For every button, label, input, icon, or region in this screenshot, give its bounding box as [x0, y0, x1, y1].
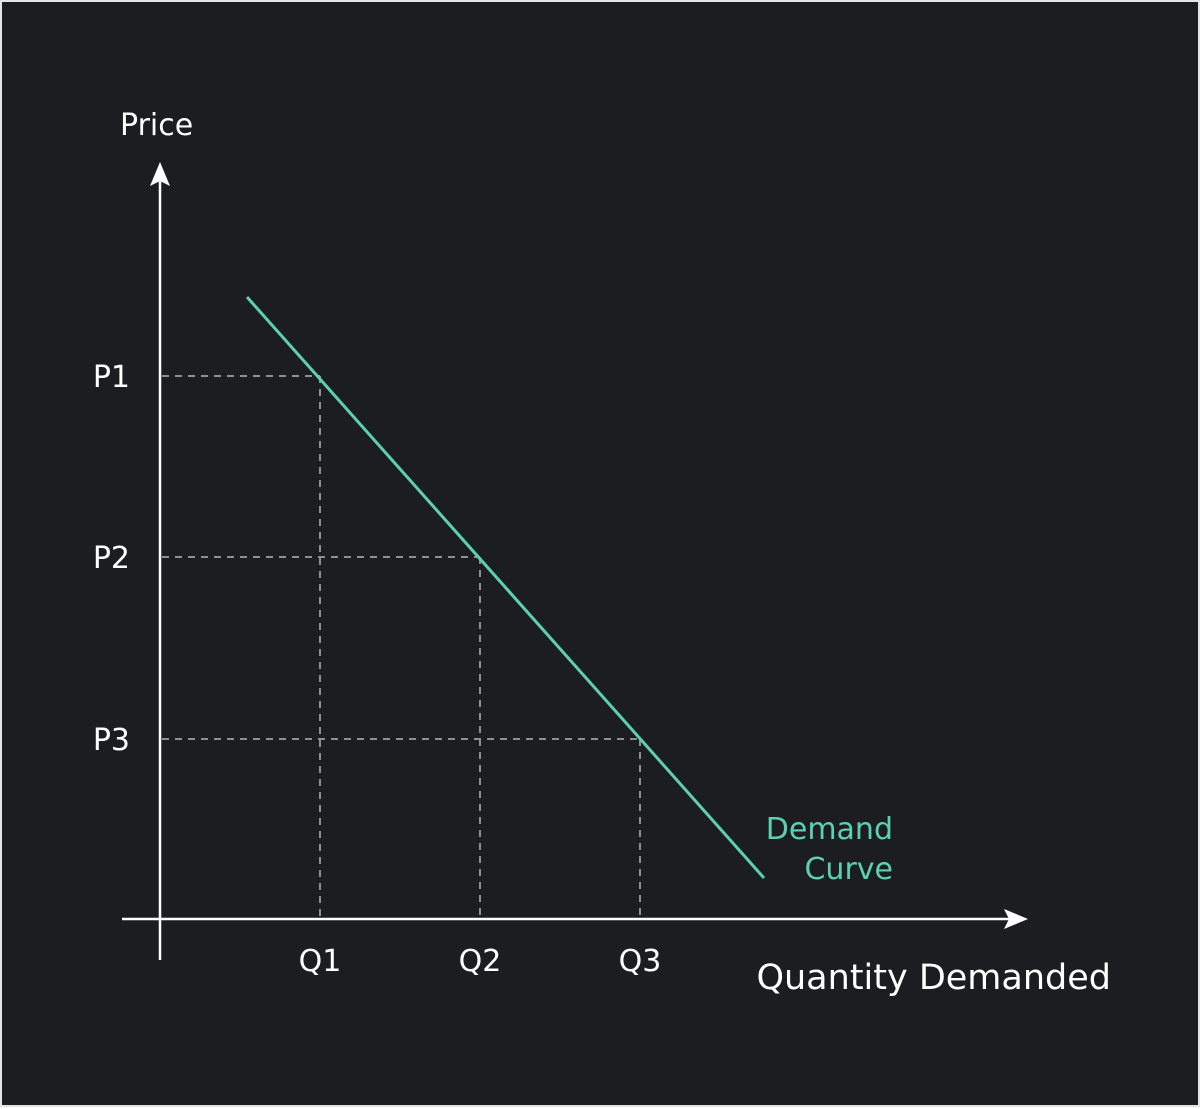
axes — [122, 162, 1028, 960]
guide-lines — [162, 375, 641, 919]
y-axis-label: Price — [120, 108, 193, 143]
x-tick-label-q3: Q3 — [619, 944, 662, 979]
x-tick-label-q2: Q2 — [459, 944, 502, 979]
x-tick-label-q1: Q1 — [299, 944, 342, 979]
y-tick-label-p1: P1 — [93, 360, 130, 395]
demand-curve-label-line-2: Curve — [804, 852, 893, 887]
demand-curve-line — [245, 296, 766, 879]
x-axis-label: Quantity Demanded — [756, 958, 1111, 998]
x-axis-arrowhead — [1004, 909, 1028, 929]
y-axis-arrowhead — [150, 162, 170, 186]
y-tick-label-p3: P3 — [93, 723, 130, 758]
demand-curve-label-line-1: Demand — [766, 812, 893, 847]
y-tick-label-p2: P2 — [93, 541, 130, 576]
